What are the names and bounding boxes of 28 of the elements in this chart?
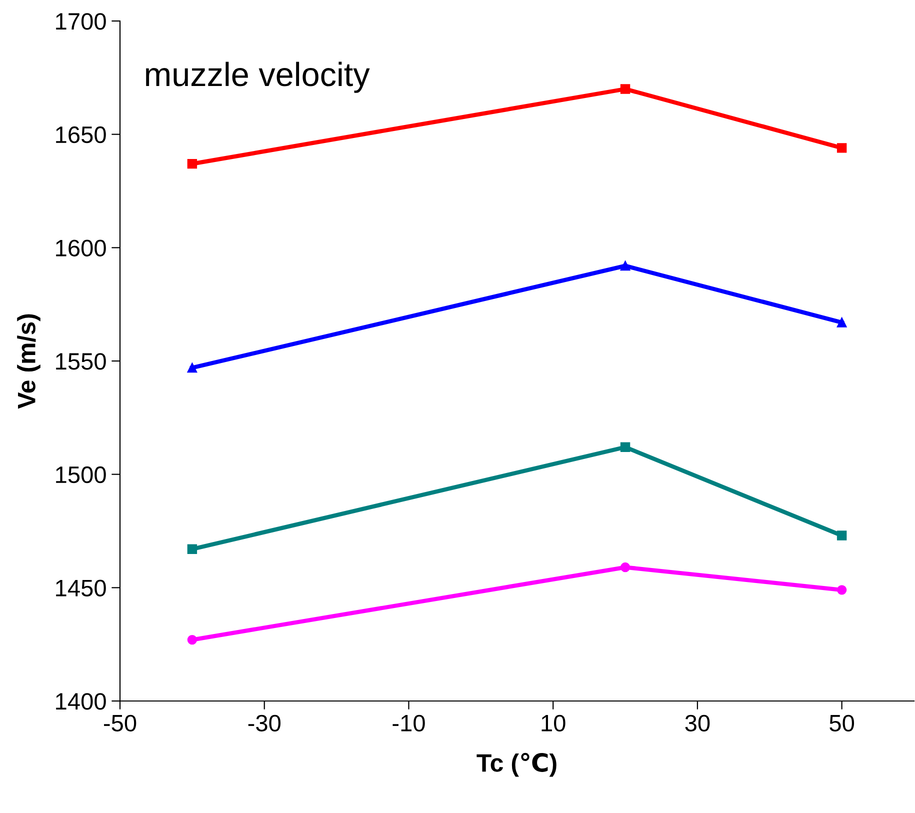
point — [187, 544, 198, 554]
y-tick-label: 1450 — [56, 580, 106, 596]
y-tick-label: 1400 — [56, 693, 106, 710]
x-axis-title: Tc (℃) — [476, 752, 556, 777]
x-tick-label: -30 — [248, 714, 281, 732]
point — [836, 530, 847, 540]
point — [836, 585, 847, 595]
y-tick-label: 1700 — [56, 13, 106, 30]
point — [187, 634, 198, 645]
text: muzzle velocity — [146, 62, 370, 93]
y-tick-label: 1550 — [56, 353, 106, 370]
point — [187, 158, 198, 169]
point — [836, 318, 847, 328]
point — [620, 562, 630, 572]
point — [620, 84, 630, 94]
y-axis-title: Ve (m/s) — [17, 314, 40, 409]
x-tick-label: -10 — [392, 714, 425, 732]
point — [620, 260, 630, 271]
y-tick-label: 1650 — [56, 126, 106, 144]
x-tick-label: -50 — [104, 714, 136, 732]
y-tick-label: 1500 — [56, 466, 106, 484]
point — [836, 143, 847, 153]
x-tick-label: 30 — [685, 714, 710, 732]
x-tick-label: 10 — [542, 714, 566, 732]
y-tick-label: 1600 — [56, 240, 106, 256]
point — [620, 442, 630, 452]
point — [187, 362, 198, 373]
x-tick-label: 50 — [830, 714, 854, 732]
